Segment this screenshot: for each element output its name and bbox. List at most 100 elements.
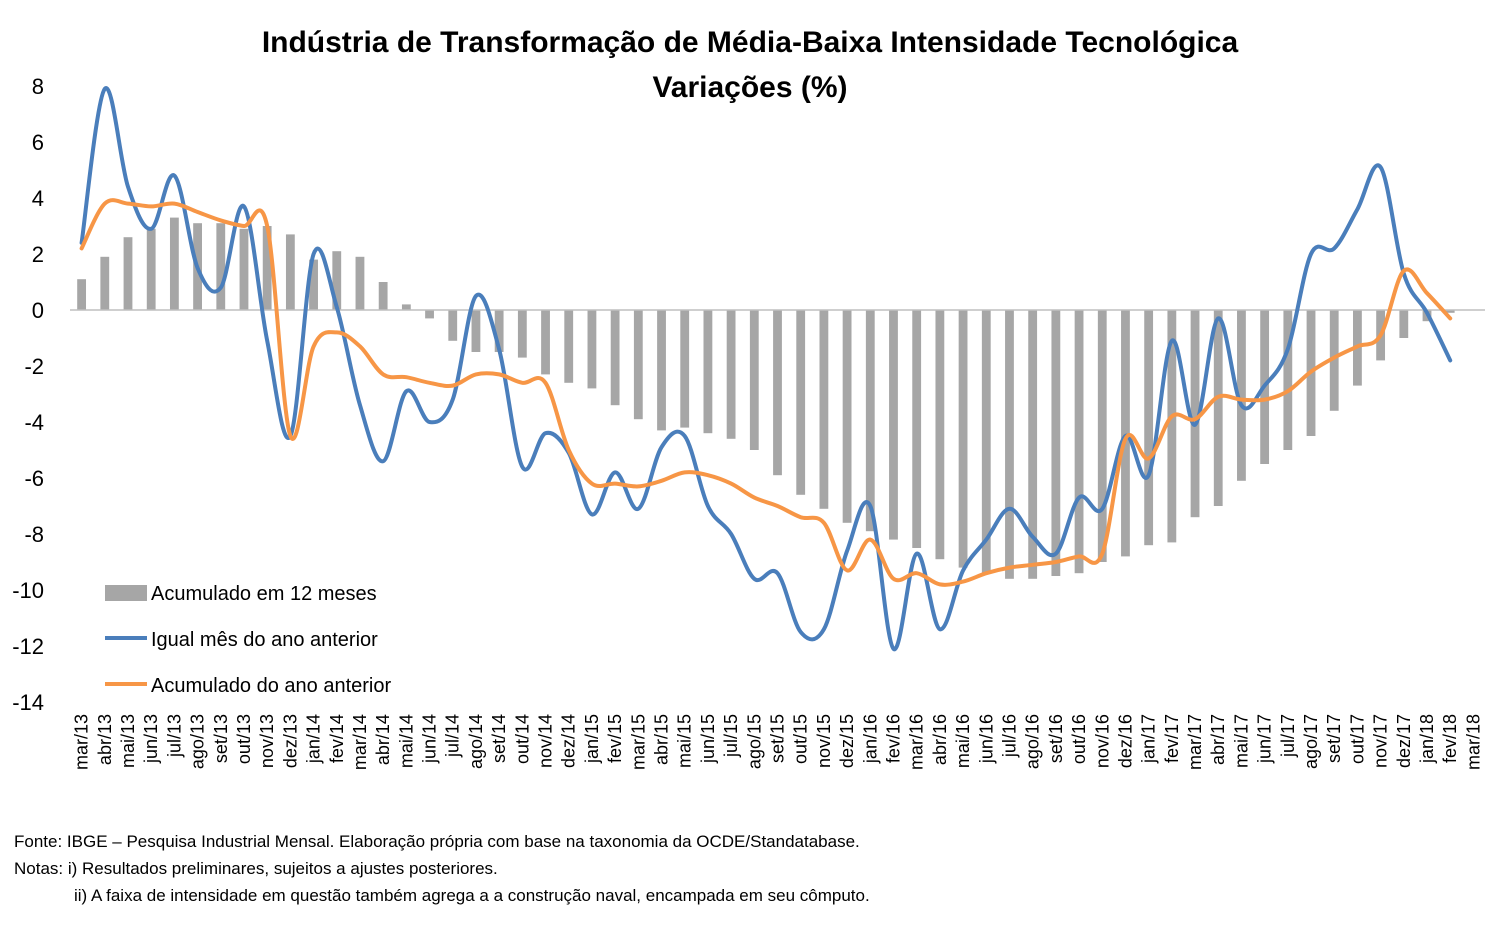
x-tick-label: jan/16 (860, 714, 880, 764)
chart: Indústria de Transformação de Média-Baix… (12, 26, 1485, 770)
chart-title: Indústria de Transformação de Média-Baix… (262, 26, 1239, 59)
bar (169, 217, 179, 310)
bar (216, 223, 226, 310)
x-tick-label: mar/16 (907, 714, 927, 770)
bar (146, 228, 156, 310)
x-tick-label: jan/15 (582, 714, 602, 764)
bar (680, 310, 690, 428)
x-tick-label: mai/15 (675, 714, 695, 768)
legend: Acumulado em 12 meses Igual mês do ano a… (105, 583, 391, 697)
y-axis: 8 6 4 2 0 -2 -4 -6 -8 -10 -12 -14 (12, 74, 44, 715)
x-tick-label: jul/13 (164, 714, 184, 758)
bar (564, 310, 574, 383)
x-tick-label: dez/14 (559, 714, 579, 768)
x-tick-label: jun/17 (1255, 714, 1275, 764)
bar (425, 310, 434, 319)
bar (378, 282, 388, 310)
bar (401, 304, 411, 310)
x-tick-label: fev/14 (327, 714, 347, 763)
x-tick-label: set/16 (1046, 714, 1066, 763)
bar (262, 226, 272, 310)
bar (726, 310, 736, 439)
x-tick-label: abr/13 (95, 714, 115, 765)
x-tick-label: jul/14 (443, 714, 463, 758)
bar (703, 310, 713, 434)
bar (285, 234, 295, 310)
y-tick-label: -4 (24, 410, 44, 435)
x-tick-label: mai/14 (396, 714, 416, 768)
x-tick-label: jan/14 (304, 714, 324, 764)
x-tick-label: fev/15 (605, 714, 625, 763)
bar (1074, 310, 1084, 574)
line-acumulado-ano (79, 198, 1453, 587)
y-tick-label: -2 (24, 354, 44, 379)
bar (819, 310, 829, 509)
y-tick-label: 0 (32, 298, 44, 323)
y-tick-label: 8 (32, 74, 44, 99)
x-tick-label: mar/17 (1185, 714, 1205, 770)
y-tick-label: -8 (24, 522, 44, 547)
bar (1097, 310, 1107, 562)
x-tick-label: mar/14 (350, 714, 370, 770)
bar (1121, 310, 1130, 557)
bar (1051, 310, 1061, 576)
y-tick-label: -14 (12, 690, 44, 715)
x-tick-label: out/15 (791, 714, 811, 764)
x-tick-label: abr/15 (652, 714, 672, 765)
x-tick-label: fev/18 (1440, 714, 1460, 763)
bar (1144, 310, 1154, 546)
x-tick-label: dez/13 (280, 714, 300, 768)
source-note: Fonte: IBGE – Pesquisa Industrial Mensal… (14, 832, 860, 851)
legend-label: Acumulado do ano anterior (151, 675, 391, 697)
x-tick-label: out/13 (234, 714, 254, 764)
bar (1329, 310, 1339, 411)
x-tick-label: dez/15 (837, 714, 857, 768)
bar (981, 310, 991, 574)
x-tick-label: nov/17 (1371, 714, 1391, 768)
x-tick-label: nov/13 (257, 714, 277, 768)
x-tick-label: set/17 (1324, 714, 1344, 763)
x-tick-label: nov/14 (536, 714, 556, 768)
x-axis: mar/13 abr/13 mai/13 jun/13 jul/13 ago/13 set/… (72, 714, 1484, 770)
x-tick-label: out/16 (1069, 714, 1089, 764)
x-tick-label: dez/17 (1394, 714, 1414, 768)
bar (1028, 310, 1038, 579)
bar (749, 310, 759, 450)
bar (1399, 310, 1409, 338)
x-tick-label: mai/17 (1231, 714, 1251, 768)
y-tick-label: 4 (32, 186, 44, 211)
x-tick-label: abr/14 (373, 714, 393, 765)
bar (958, 310, 968, 568)
bar (1005, 310, 1014, 579)
x-tick-label: nov/15 (814, 714, 834, 768)
bar (494, 310, 504, 352)
x-tick-label: jun/16 (976, 714, 996, 764)
x-tick-label: jul/15 (721, 714, 741, 758)
bar (935, 310, 945, 560)
bar (1190, 310, 1200, 518)
bar (1213, 310, 1223, 506)
x-tick-label: jan/18 (1417, 714, 1437, 764)
y-tick-label: 6 (32, 130, 44, 155)
bar (889, 310, 898, 540)
bar (657, 310, 666, 431)
bar (610, 310, 620, 406)
x-tick-label: fev/17 (1162, 714, 1182, 763)
x-tick-label: jun/14 (420, 714, 440, 764)
bar (332, 251, 342, 310)
x-tick-label: ago/16 (1023, 714, 1043, 769)
bar (773, 310, 782, 476)
legend-swatch-bar (105, 585, 147, 601)
bar (355, 256, 365, 310)
legend-label: Acumulado em 12 meses (151, 583, 377, 605)
y-tick-label: -6 (24, 466, 44, 491)
bar-series (77, 217, 1478, 579)
x-tick-label: abr/17 (1208, 714, 1228, 765)
x-tick-label: ago/13 (188, 714, 208, 769)
x-tick-label: jul/17 (1278, 714, 1298, 758)
x-tick-label: ago/14 (466, 714, 486, 769)
x-tick-label: mai/16 (953, 714, 973, 768)
x-tick-label: jun/13 (141, 714, 161, 764)
x-tick-label: out/17 (1347, 714, 1367, 764)
bar (448, 310, 458, 341)
